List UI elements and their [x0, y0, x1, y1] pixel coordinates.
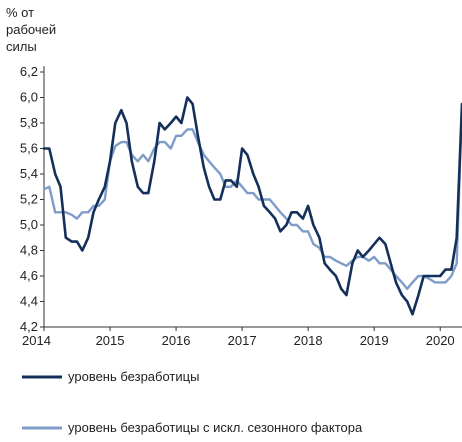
axes [43, 66, 462, 328]
y-tick-label: 6,0 [20, 90, 38, 105]
x-ticks: 2014 2015 2016 2017 2018 2019 2020 [22, 327, 455, 348]
legend-entry-label: уровень безработицы [68, 369, 199, 384]
y-tick-label: 5,2 [20, 192, 38, 207]
x-tick-label: 2018 [294, 333, 323, 348]
x-tick-label: 2017 [228, 333, 257, 348]
y-ticks: 4,2 4,4 4,6 4,8 5,0 5,2 5,4 5,6 5,8 6,0 6,2 [20, 64, 44, 334]
x-tick-label: 2020 [426, 333, 455, 348]
y-tick-label: 4,2 [20, 319, 38, 334]
x-tick-label: 2014 [22, 333, 51, 348]
x-tick-label: 2015 [96, 333, 125, 348]
x-tick-label: 2019 [360, 333, 389, 348]
y-tick-label: 5,8 [20, 115, 38, 130]
y-tick-label: 5,6 [20, 141, 38, 156]
legend-entry-label: уровень безработицы с искл. сезонного фа… [68, 420, 363, 435]
y-tick-label: 4,6 [20, 268, 38, 283]
legend: уровень безработицы уровень безработицы с… [22, 369, 363, 435]
y-tick-label: 5,0 [20, 217, 38, 232]
y-axis-label-line: силы [6, 39, 37, 54]
series-line-unemployment [42, 96, 462, 316]
y-tick-label: 5,4 [20, 166, 38, 181]
y-tick-label: 6,2 [20, 64, 38, 79]
y-axis-label-line: рабочей [6, 22, 56, 37]
series-lines [42, 96, 462, 316]
y-tick-label: 4,8 [20, 243, 38, 258]
series-line-seasonally-adjusted [42, 102, 462, 290]
x-tick-label: 2016 [162, 333, 191, 348]
y-axis-label: % от рабочей силы [6, 5, 56, 54]
y-tick-label: 4,4 [20, 294, 38, 309]
y-axis-label-line: % от [6, 5, 34, 20]
